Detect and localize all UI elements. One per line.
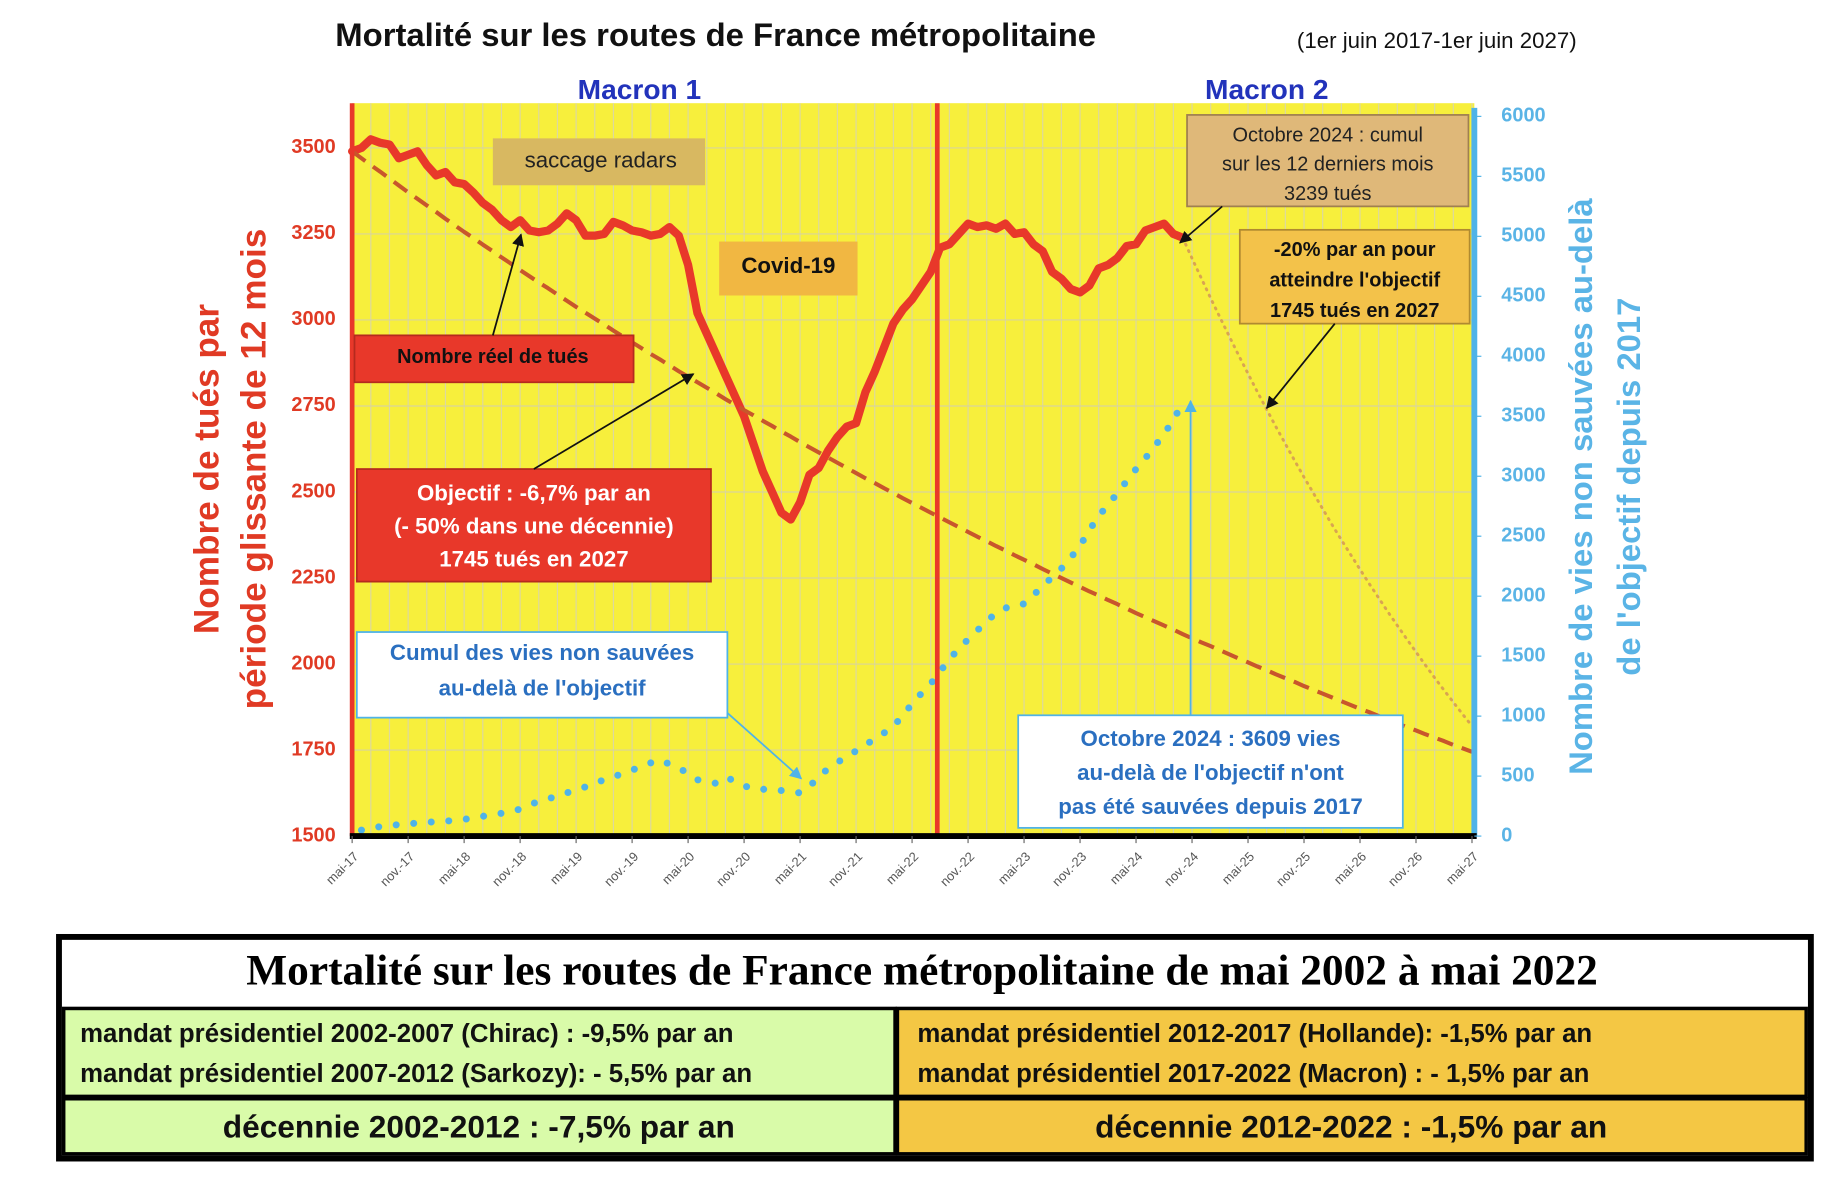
annotation-box xyxy=(355,631,729,719)
x-tick-label: mai-17 xyxy=(323,849,361,887)
annotation: atteindre l'objectif xyxy=(1269,270,1440,292)
annotation-box xyxy=(719,241,858,296)
chart-subtitle: (1er juin 2017-1er juin 2027) xyxy=(1297,28,1577,53)
y-tick-label: 1500 xyxy=(291,824,335,846)
arrow xyxy=(492,233,524,336)
arrow xyxy=(726,712,803,780)
table-text: mandat présidentiel 2007-2012 (Sarkozy):… xyxy=(80,1060,752,1088)
y2-tick-label: 1000 xyxy=(1501,704,1545,726)
x-tick-label: nov.-22 xyxy=(937,849,977,889)
annotation: saccage radars xyxy=(525,148,677,173)
y2-tick-label: 5000 xyxy=(1501,225,1545,247)
x-tick-label: mai-22 xyxy=(883,849,921,887)
annotation: Octobre 2024 : cumul xyxy=(1233,124,1423,146)
y-axis-label: période glissante de 12 mois xyxy=(234,229,273,710)
x-tick-label: mai-27 xyxy=(1443,849,1481,887)
annotation-box xyxy=(353,334,635,384)
y-tick-label: 2500 xyxy=(291,480,335,502)
x-tick-label: mai-24 xyxy=(1107,849,1145,887)
y-tick-label: 3250 xyxy=(291,222,335,244)
x-tick-label: mai-20 xyxy=(659,849,697,887)
y-tick-label: 2750 xyxy=(291,394,335,416)
y2-tick-label: 0 xyxy=(1501,824,1512,846)
table-text: décennie 2012-2022 : -1,5% par an xyxy=(1095,1109,1607,1145)
y-tick-label: 3500 xyxy=(291,136,335,158)
y-axis-label: Nombre de tués par xyxy=(187,304,226,634)
annotation: Covid-19 xyxy=(741,253,835,278)
annotation-box xyxy=(492,138,706,186)
table-cell xyxy=(61,1006,897,1099)
x-tick-label: nov.-18 xyxy=(489,849,529,889)
y2-tick-label: 2000 xyxy=(1501,584,1545,606)
x-tick-label: mai-18 xyxy=(435,849,473,887)
annotation: -20% par an pour xyxy=(1274,239,1436,261)
y-tick-label: 2000 xyxy=(291,652,335,674)
table-text: décennie 2002-2012 : -7,5% par an xyxy=(223,1109,735,1145)
arrow xyxy=(533,373,695,470)
y2-tick-label: 5500 xyxy=(1501,165,1545,187)
y2-tick-label: 1500 xyxy=(1501,644,1545,666)
x-tick-label: mai-25 xyxy=(1219,849,1257,887)
annotation-box xyxy=(355,468,712,583)
x-tick-label: mai-26 xyxy=(1331,849,1369,887)
table-title: Mortalité sur les routes de France métro… xyxy=(246,946,1598,994)
annotation: Cumul des vies non sauvées xyxy=(390,640,694,665)
y-tick-label: 3000 xyxy=(291,308,335,330)
x-tick-label: nov.-20 xyxy=(713,849,753,889)
chart-title: Mortalité sur les routes de France métro… xyxy=(335,16,1096,53)
y2-tick-label: 6000 xyxy=(1501,105,1545,127)
table-cell xyxy=(61,1096,897,1156)
annotation: sur les 12 derniers mois xyxy=(1222,154,1434,176)
x-tick-label: mai-23 xyxy=(995,849,1033,887)
y2-tick-label: 500 xyxy=(1501,764,1534,786)
annotation: au-delà de l'objectif n'ont xyxy=(1077,760,1344,785)
table-cell xyxy=(895,1096,1808,1156)
annotation-box xyxy=(1186,114,1470,208)
annotation-box xyxy=(1238,228,1471,325)
x-tick-label: mai-19 xyxy=(547,849,585,887)
table-cell xyxy=(895,1006,1808,1099)
y2-tick-label: 3500 xyxy=(1501,405,1545,427)
series-line xyxy=(1181,236,1474,728)
y2-tick-label: 4000 xyxy=(1501,345,1545,367)
x-tick-label: nov.-23 xyxy=(1049,849,1089,889)
x-tick-label: mai-21 xyxy=(771,849,809,887)
annotation: Nombre réel de tués xyxy=(397,346,589,368)
x-tick-label: nov.-24 xyxy=(1161,849,1201,889)
table-text: mandat présidentiel 2002-2007 (Chirac) :… xyxy=(80,1020,733,1048)
x-tick-label: nov.-26 xyxy=(1385,849,1425,889)
table-text: mandat présidentiel 2012-2017 (Hollande)… xyxy=(917,1020,1592,1048)
annotation-box xyxy=(1017,714,1404,829)
summary-table: Mortalité sur les routes de France métro… xyxy=(56,933,1814,1162)
annotation: au-delà de l'objectif xyxy=(439,675,647,700)
annotation: 1745 tués en 2027 xyxy=(439,546,628,571)
annotation: Macron 2 xyxy=(1205,74,1328,105)
arrow xyxy=(1179,205,1223,244)
annotation: (- 50% dans une décennie) xyxy=(394,514,674,539)
series-line xyxy=(357,399,1187,834)
y2-tick-label: 4500 xyxy=(1501,285,1545,307)
y-tick-label: 1750 xyxy=(291,738,335,760)
annotation: Objectif : -6,7% par an xyxy=(417,481,651,506)
annotation: 3239 tués xyxy=(1284,183,1372,205)
y2-axis-label: de l'objectif depuis 2017 xyxy=(1610,298,1647,676)
x-tick-label: nov.-17 xyxy=(377,849,417,889)
series-line xyxy=(348,135,1187,524)
table-text: mandat présidentiel 2017-2022 (Macron) :… xyxy=(917,1060,1589,1088)
annotation: pas été sauvées depuis 2017 xyxy=(1058,794,1362,819)
y2-tick-label: 2500 xyxy=(1501,524,1545,546)
x-tick-label: nov.-21 xyxy=(825,849,865,889)
annotation: Octobre 2024 : 3609 vies xyxy=(1081,726,1341,751)
x-tick-label: nov.-25 xyxy=(1273,849,1313,889)
x-tick-label: nov.-19 xyxy=(601,849,641,889)
y2-tick-label: 3000 xyxy=(1501,464,1545,486)
arrow xyxy=(1266,323,1336,410)
annotation: 1745 tués en 2027 xyxy=(1270,300,1439,322)
y2-axis-label: Nombre de vies non sauvées au-delà xyxy=(1562,198,1599,775)
y-tick-label: 2250 xyxy=(291,566,335,588)
annotation: Macron 1 xyxy=(578,74,701,105)
